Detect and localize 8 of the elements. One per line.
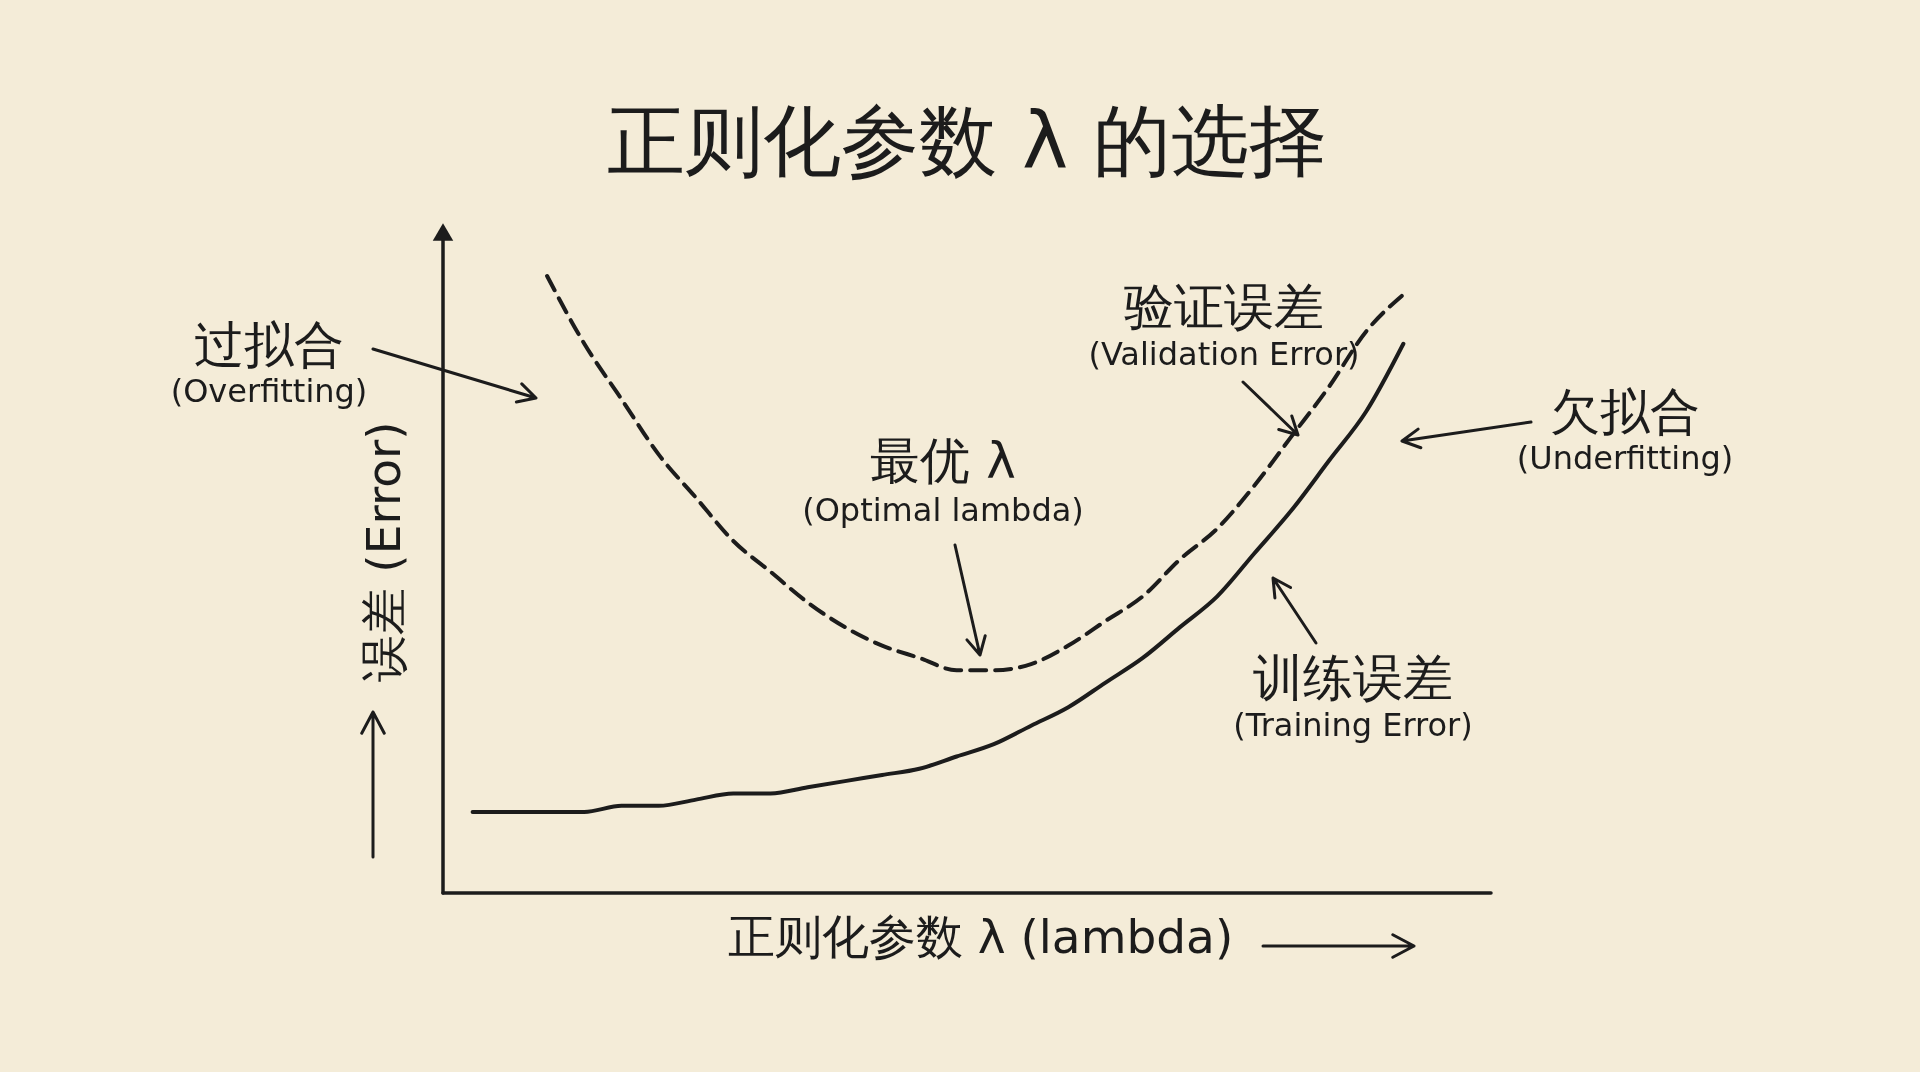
legend-label: 训练误差 (Training Error)	[1233, 649, 1473, 744]
text: 欠拟合 (Underfitting)	[1516, 383, 1734, 477]
annotation: 最优 λ (Optimal lambda)	[802, 432, 1084, 529]
x-axis-title: 正则化参数 λ (lambda)	[727, 908, 1234, 964]
chart-title: 正则化参数 λ 的选择	[607, 96, 1327, 187]
text: 过拟合 (Overfitting)	[170, 316, 368, 410]
y-axis-title: 误差 (Error)	[355, 421, 411, 682]
series-label: 验证误差 (Validation Error)	[1088, 278, 1360, 373]
